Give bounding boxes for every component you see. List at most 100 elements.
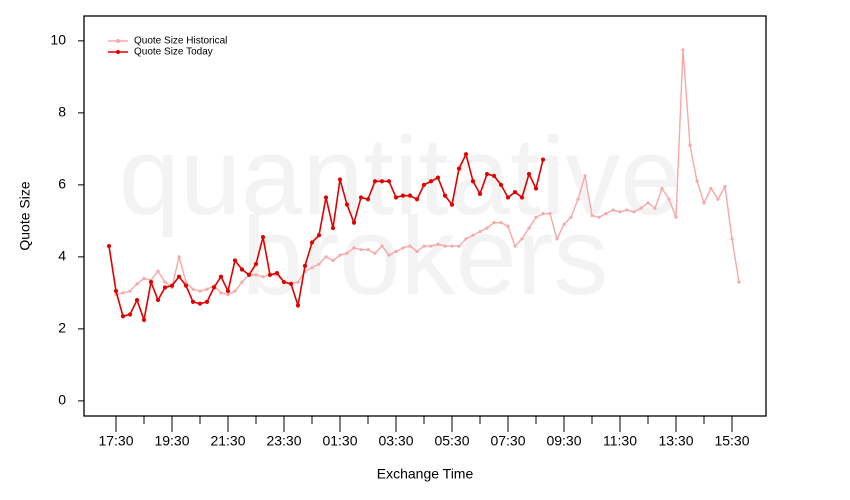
point: [387, 253, 391, 257]
point: [478, 230, 482, 234]
point: [394, 249, 398, 254]
point: [660, 186, 664, 191]
point: [499, 221, 503, 225]
point: [218, 274, 224, 279]
point: [121, 291, 125, 295]
point: [296, 280, 300, 284]
point: [590, 213, 594, 218]
plot-frame: [83, 15, 767, 417]
point: [205, 287, 209, 291]
y-tick-label: 8: [58, 104, 66, 120]
point: [345, 251, 349, 255]
point: [484, 171, 490, 177]
y-tick-label: 0: [58, 392, 66, 408]
point: [197, 301, 203, 306]
point: [506, 224, 510, 228]
point: [695, 179, 699, 183]
point: [309, 240, 315, 245]
point: [422, 244, 426, 248]
legend-label: Quote Size Today: [134, 47, 213, 58]
x-tick-label: 01:30: [322, 433, 357, 449]
watermark: brokers: [242, 195, 609, 318]
x-tick-label: 03:30: [378, 433, 413, 449]
point: [344, 202, 350, 207]
point: [310, 266, 314, 270]
point: [141, 317, 147, 322]
point: [338, 253, 342, 257]
point: [358, 195, 364, 200]
point: [226, 293, 230, 297]
x-axis-title: Exchange Time: [377, 466, 474, 482]
x-tick-label: 17:30: [98, 433, 133, 449]
point: [359, 248, 363, 252]
point: [456, 166, 462, 171]
point: [562, 222, 566, 227]
point: [295, 303, 301, 308]
point: [253, 261, 259, 267]
point: [274, 270, 280, 276]
legend-label: Quote Size Historical: [134, 36, 227, 47]
point: [302, 263, 308, 268]
point: [366, 248, 370, 252]
y-tick-label: 4: [58, 248, 66, 264]
point: [618, 210, 622, 214]
point: [401, 246, 405, 250]
point: [156, 269, 160, 273]
point: [534, 215, 538, 219]
point: [463, 152, 469, 157]
point: [134, 297, 140, 303]
point: [526, 171, 532, 177]
legend-marker: [116, 50, 120, 54]
point: [127, 312, 133, 317]
point: [569, 215, 573, 219]
x-tick-label: 23:30: [266, 433, 301, 449]
point: [169, 283, 175, 288]
point: [527, 226, 531, 230]
point: [204, 299, 210, 304]
point: [730, 237, 734, 241]
point: [331, 258, 335, 263]
point: [128, 289, 132, 293]
point: [260, 234, 266, 240]
point: [177, 255, 181, 259]
point: [541, 212, 545, 216]
point: [191, 287, 195, 291]
point: [386, 179, 392, 184]
point: [176, 274, 182, 279]
point: [211, 285, 217, 290]
point: [267, 272, 273, 277]
point: [415, 249, 419, 254]
point: [239, 267, 245, 272]
x-tick-label: 19:30: [154, 433, 189, 449]
point: [674, 215, 678, 219]
point: [365, 197, 371, 202]
point: [583, 174, 587, 178]
point: [232, 258, 238, 263]
point: [457, 244, 461, 248]
point: [540, 157, 546, 162]
point: [716, 197, 720, 201]
point: [162, 285, 168, 290]
point: [435, 175, 441, 180]
point: [106, 243, 112, 249]
point: [449, 202, 455, 207]
point: [681, 48, 685, 52]
point: [142, 276, 146, 281]
y-tick-label: 2: [58, 320, 66, 336]
point: [163, 280, 167, 284]
point: [464, 237, 468, 241]
point: [155, 297, 161, 303]
point: [639, 206, 643, 210]
y-tick-label: 10: [50, 32, 66, 48]
point: [380, 244, 384, 248]
point: [393, 195, 399, 200]
point: [737, 280, 741, 284]
point: [233, 289, 237, 293]
point: [414, 197, 420, 202]
point: [632, 210, 636, 214]
point: [477, 191, 483, 196]
point: [653, 206, 657, 210]
point: [316, 233, 322, 238]
point: [519, 195, 525, 200]
point: [351, 220, 357, 225]
